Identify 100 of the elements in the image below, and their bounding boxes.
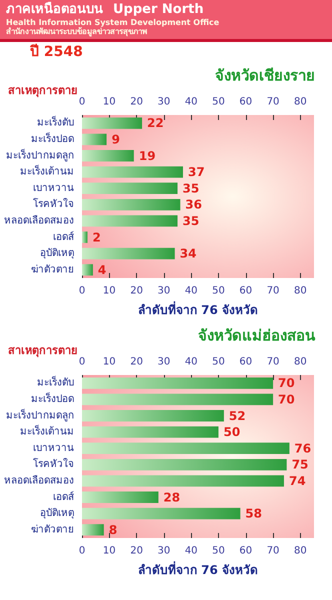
x-tick-label: 30	[158, 545, 170, 556]
x2-tick-label: 40	[184, 96, 198, 108]
data-label: 50	[223, 424, 240, 439]
x-tick-label: 0	[78, 545, 86, 556]
x-tick-label: 80	[294, 285, 307, 296]
x-tick-label: 50	[212, 545, 225, 556]
bar	[82, 150, 134, 162]
text: ปี 2548	[29, 42, 84, 61]
y-tick-label: เบาหวาน	[33, 182, 74, 194]
x2-tick-label: 0	[78, 96, 86, 108]
data-label: 70	[278, 392, 295, 406]
x-tick-label: 0	[78, 285, 86, 296]
bar	[82, 133, 107, 145]
y-tick-label: เอดส์	[53, 490, 74, 502]
y-axis-title: สาเหตุการตาย	[8, 84, 77, 98]
y-tick-label: มะเร็งตับ	[37, 374, 74, 388]
x-tick-label: 20	[130, 285, 143, 296]
x-tick-label: 30	[158, 285, 170, 296]
x-tick-label: 60	[239, 545, 252, 556]
x-axis-title: ลำดับที่จาก 76 จังหวัด	[138, 300, 258, 317]
bar	[82, 377, 274, 388]
data-label: 9	[112, 132, 120, 146]
bar	[82, 410, 224, 422]
text: ภาคเหนือตอนบน	[6, 2, 103, 18]
bar	[82, 117, 142, 128]
bar	[82, 166, 183, 178]
data-label: 4	[98, 262, 106, 276]
x2-tick-label: 40	[184, 356, 198, 368]
y-tick-label: เอดส์	[53, 230, 74, 242]
y-tick-label: เบาหวาน	[33, 442, 74, 454]
bar	[82, 182, 178, 194]
y-axis-title: สาเหตุการตาย	[8, 344, 77, 358]
y-tick-label: โรคหัวใจ	[33, 196, 74, 210]
bar	[82, 458, 287, 470]
x-tick-label: 10	[102, 285, 116, 296]
x-tick-label: 70	[266, 285, 280, 296]
x2-tick-label: 80	[294, 356, 307, 368]
bar	[82, 524, 104, 536]
y-tick-label: หลอดเลือดสมอง	[4, 474, 74, 486]
y-tick-label: ฆ่าตัวตาย	[31, 264, 74, 275]
x2-tick-label: 50	[212, 96, 225, 108]
data-label: 75	[292, 457, 308, 472]
x2-tick-label: 20	[130, 96, 143, 108]
y-tick-label: มะเร็งปากมดลูก	[6, 146, 74, 161]
data-label: 8	[108, 522, 118, 536]
text: Health Information System Development Office	[6, 18, 220, 27]
bar	[82, 231, 88, 243]
x-axis-title: ลำดับที่จาก 76 จังหวัด	[138, 560, 258, 577]
x-tick-label: 40	[184, 545, 198, 556]
x-tick-label: 40	[184, 285, 198, 296]
data-label: 19	[138, 148, 156, 162]
x2-tick-label: 30	[158, 96, 170, 108]
x2-tick-label: 60	[239, 356, 252, 368]
data-label: 76	[294, 440, 312, 455]
data-label: 2	[92, 230, 101, 244]
bar	[82, 198, 180, 210]
bar	[82, 426, 218, 438]
y-tick-label: มะเร็งเต้านม	[20, 163, 74, 178]
y-tick-label: มะเร็งปอด	[31, 390, 74, 405]
x2-tick-label: 50	[212, 356, 225, 368]
data-label: 35	[182, 180, 200, 195]
y-tick-label: อุบัติเหตุ	[40, 508, 74, 519]
text: สำนักงานพัฒนาระบบข้อมูลข่าวสารสุขภาพ	[6, 27, 148, 37]
chart-title: จังหวัดเชียงราย	[215, 66, 315, 84]
y-tick-label: อุบัติเหตุ	[40, 248, 74, 259]
x2-tick-label: 10	[102, 356, 116, 368]
bar	[82, 214, 178, 226]
x2-tick-label: 80	[294, 96, 307, 108]
y-tick-label: หลอดเลือดสมอง	[4, 214, 74, 226]
data-label: 36	[185, 197, 202, 212]
x-tick-label: 10	[102, 545, 116, 556]
bar	[82, 491, 158, 503]
bar	[82, 393, 274, 405]
x-tick-label: 80	[294, 545, 307, 556]
x2-tick-label: 0	[78, 356, 86, 368]
y-tick-label: มะเร็งปากมดลูก	[6, 406, 74, 421]
x2-tick-label: 70	[266, 356, 280, 368]
x2-tick-label: 60	[239, 96, 252, 108]
x-tick-label: 60	[239, 285, 252, 296]
bar	[82, 442, 290, 454]
y-tick-label: มะเร็งตับ	[37, 114, 74, 128]
x2-tick-label: 30	[158, 356, 170, 368]
bar	[82, 264, 93, 276]
data-label: 74	[288, 474, 306, 488]
y-tick-label: ฆ่าตัวตาย	[31, 524, 74, 535]
data-label: 58	[245, 506, 262, 520]
data-label: 22	[147, 116, 164, 130]
y-tick-label: โรคหัวใจ	[33, 456, 74, 470]
bar	[82, 507, 240, 519]
y-tick-label: มะเร็งเต้านม	[20, 423, 74, 438]
x-tick-label: 20	[130, 545, 143, 556]
data-label: 34	[180, 246, 197, 260]
x-tick-label: 50	[212, 285, 225, 296]
data-label: 28	[163, 490, 180, 504]
chart-title: จังหวัดแม่ฮ่องสอน	[198, 326, 316, 344]
data-label: 52	[228, 408, 246, 422]
bar	[82, 474, 284, 486]
x2-tick-label: 20	[130, 356, 143, 368]
y-tick-label: มะเร็งปอด	[31, 130, 74, 145]
x2-tick-label: 70	[266, 96, 280, 108]
